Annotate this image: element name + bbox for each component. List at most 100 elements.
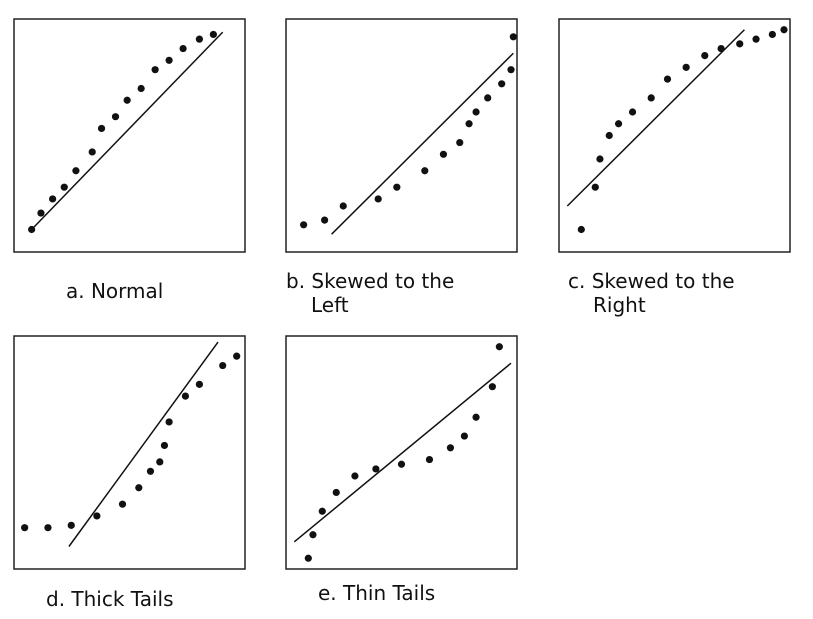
- data-point-thick-tails-12: [195, 380, 203, 388]
- chart-skewed-right: [558, 18, 791, 253]
- data-point-thick-tails-11: [181, 392, 190, 400]
- data-point-skewed-right-3: [596, 155, 604, 163]
- data-point-normal-9: [123, 96, 131, 104]
- data-point-normal-7: [97, 124, 106, 133]
- data-point-skewed-right-7: [647, 94, 655, 102]
- data-point-skewed-left-3: [339, 202, 347, 210]
- data-point-thick-tails-14: [233, 352, 241, 360]
- data-point-thin-tails-11: [472, 413, 480, 421]
- caption-thick-tails: d. Thick Tails: [46, 587, 174, 611]
- reference-line-normal: [31, 31, 224, 231]
- data-point-thin-tails-12: [488, 383, 496, 391]
- data-point-normal-10: [137, 84, 145, 93]
- chart-skewed-left-plot: [285, 18, 518, 253]
- data-point-thin-tails-13: [495, 343, 503, 351]
- data-point-normal-1: [28, 225, 36, 234]
- data-point-normal-2: [37, 209, 45, 217]
- reference-line-skewed-right: [566, 29, 745, 207]
- data-point-skewed-left-9: [465, 120, 473, 128]
- data-point-thin-tails-2: [309, 531, 317, 539]
- caption-skewed-left-line-2: Left: [311, 293, 349, 317]
- data-point-skewed-right-2: [591, 183, 599, 191]
- data-point-skewed-left-12: [498, 80, 506, 88]
- reference-line-thin-tails: [293, 362, 512, 543]
- data-point-skewed-right-10: [701, 52, 709, 60]
- chart-thin-tails: [285, 335, 518, 570]
- data-point-skewed-right-12: [736, 40, 744, 48]
- data-point-normal-8: [111, 113, 120, 121]
- caption-skewed-right-line-2: Right: [593, 293, 646, 317]
- data-point-normal-4: [60, 183, 68, 191]
- data-point-thin-tails-1: [304, 554, 312, 562]
- plot-frame: [13, 335, 246, 570]
- data-point-skewed-right-11: [717, 44, 725, 53]
- data-point-normal-13: [179, 44, 187, 53]
- caption-skewed-right-line-1: c. Skewed to the: [568, 269, 735, 293]
- data-point-skewed-left-11: [484, 94, 492, 102]
- data-point-thick-tails-1: [21, 524, 29, 532]
- caption-thin-tails: e. Thin Tails: [318, 581, 435, 605]
- data-point-thick-tails-13: [219, 361, 227, 370]
- data-point-skewed-left-2: [321, 216, 329, 224]
- caption-thick-tails-line-1: d. Thick Tails: [46, 587, 174, 611]
- data-point-normal-11: [151, 66, 159, 74]
- data-point-thin-tails-10: [460, 432, 469, 440]
- data-point-thick-tails-10: [165, 418, 173, 426]
- data-point-thin-tails-9: [446, 444, 455, 452]
- caption-skewed-left-line-1: b. Skewed to the: [286, 269, 455, 293]
- data-point-skewed-left-7: [439, 150, 448, 158]
- chart-normal-plot: [13, 18, 246, 253]
- data-point-thick-tails-2: [44, 524, 52, 532]
- caption-normal: a. Normal: [66, 279, 163, 303]
- data-point-thin-tails-6: [372, 465, 380, 473]
- data-point-skewed-left-10: [472, 108, 480, 116]
- reference-line-thick-tails: [68, 341, 219, 547]
- data-point-skewed-right-5: [614, 120, 623, 128]
- data-point-skewed-right-15: [780, 26, 788, 34]
- data-point-thin-tails-4: [332, 488, 340, 497]
- data-point-skewed-left-8: [456, 138, 464, 147]
- chart-skewed-right-plot: [558, 18, 791, 253]
- chart-normal: [13, 18, 246, 253]
- caption-normal-line-1: a. Normal: [66, 279, 164, 303]
- data-point-normal-12: [165, 56, 173, 64]
- chart-thick-tails-plot: [13, 335, 246, 570]
- data-point-skewed-right-9: [682, 63, 690, 71]
- data-point-skewed-left-5: [393, 183, 401, 191]
- data-point-skewed-right-1: [577, 225, 585, 234]
- data-point-thin-tails-7: [397, 460, 406, 468]
- data-point-thick-tails-8: [156, 458, 164, 466]
- caption-skewed-left: b. Skewed to the Left: [286, 269, 454, 317]
- plot-frame: [558, 18, 791, 253]
- data-point-skewed-left-13: [507, 66, 515, 74]
- chart-skewed-left: [285, 18, 518, 253]
- data-point-skewed-right-4: [605, 131, 613, 140]
- data-point-skewed-right-6: [628, 108, 637, 116]
- data-point-skewed-right-14: [768, 30, 776, 39]
- data-point-thick-tails-7: [146, 467, 155, 475]
- data-point-thin-tails-8: [425, 455, 434, 464]
- data-point-normal-5: [72, 167, 80, 175]
- data-point-normal-3: [49, 195, 57, 203]
- data-point-normal-14: [195, 35, 203, 43]
- data-point-skewed-left-1: [300, 221, 308, 229]
- data-point-thick-tails-4: [93, 512, 101, 520]
- data-point-thin-tails-5: [351, 472, 359, 480]
- data-point-thick-tails-3: [67, 521, 75, 529]
- data-point-thin-tails-3: [318, 507, 326, 515]
- data-point-thick-tails-5: [118, 500, 127, 508]
- data-point-normal-6: [88, 148, 96, 156]
- chart-thick-tails: [13, 335, 246, 570]
- data-point-skewed-right-8: [663, 75, 672, 83]
- data-point-skewed-left-6: [421, 167, 429, 175]
- plot-frame: [13, 18, 246, 253]
- caption-thin-tails-line-1: e. Thin Tails: [318, 581, 436, 605]
- data-point-skewed-left-14: [509, 33, 517, 41]
- data-point-normal-15: [209, 30, 217, 39]
- caption-skewed-right: c. Skewed to the Right: [568, 269, 735, 317]
- data-point-skewed-left-4: [374, 195, 382, 203]
- reference-line-skewed-left: [331, 52, 514, 235]
- data-point-skewed-right-13: [752, 35, 760, 43]
- plot-frame: [285, 18, 518, 253]
- data-point-thick-tails-6: [135, 484, 143, 492]
